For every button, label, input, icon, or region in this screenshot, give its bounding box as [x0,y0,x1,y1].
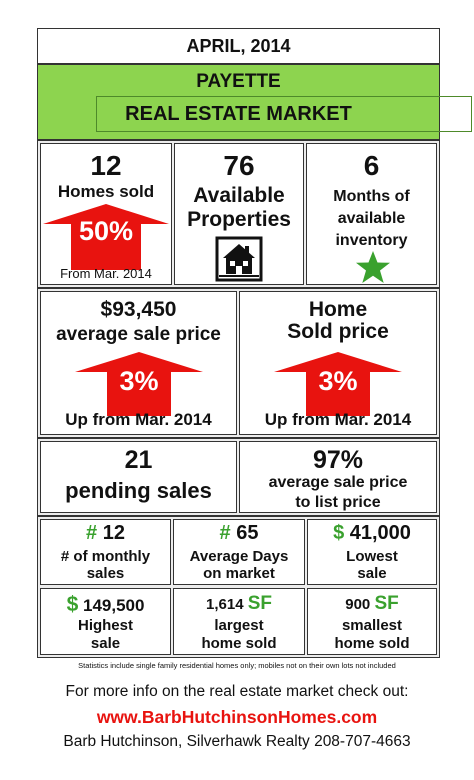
more-info-text: For more info on the real estate market … [65,683,409,700]
smallest-value-line: 900 SF [308,593,436,615]
days-value-line: # 65 [174,522,304,545]
highest-prefix: $ [66,593,79,616]
available-card: 76 Available Properties [174,143,304,285]
days-prefix: # [219,522,231,544]
days-value: 65 [236,522,259,544]
monthly-sales-prefix: # [86,522,98,544]
available-line2: Properties [187,208,291,231]
homes-sold-note: From Mar. 2014 [60,266,152,281]
largest-value-line: 1,614 SF [174,593,304,615]
date-box: APRIL, 2014 [37,28,440,64]
title-inner-box [96,96,472,132]
lowest-prefix: $ [333,522,345,544]
inventory-line1: Months of [333,188,410,205]
avg-price-note: Up from Mar. 2014 [65,410,212,429]
homes-sold-change: 50% [78,216,134,246]
up-arrow-icon: 3% [274,352,402,416]
sold-price-card: Home Sold price 3% Up from Mar. 2014 [239,291,437,435]
monthly-sales-line1: # of monthly [60,548,151,565]
inventory-card: 6 Months of available inventory [306,143,437,285]
inventory-line3: inventory [335,232,408,249]
smallest-value: 900 [345,596,371,613]
contact-info: Barb Hutchinson, Silverhawk Realty 208-7… [63,733,411,750]
largest-line1: largest [214,617,264,634]
highest-value-line: $ 149,500 [41,593,170,617]
pending-number: 21 [124,446,153,474]
ratio-line1: average sale price [268,474,408,491]
up-arrow-icon: 3% [75,352,203,416]
report-date: APRIL, 2014 [186,36,291,56]
avg-price-change: 3% [119,366,159,396]
available-line1: Available [193,184,285,207]
ratio-value: 97% [312,446,364,474]
avg-price-value: $93,450 [100,298,177,321]
lowest-line1: Lowest [346,548,398,565]
avg-price-label: average sale price [56,324,221,345]
homes-sold-number: 12 [90,150,122,181]
pending-label: pending sales [65,478,212,503]
homes-sold-label: Homes sold [57,182,155,201]
smallest-unit: SF [374,593,399,614]
title-banner: PAYETTE REAL ESTATE MARKET [37,64,472,140]
homes-sold-card: 12 Homes sold 50% From Mar. 2014 [40,143,172,285]
largest-line2: home sold [201,635,277,652]
days-on-market-card: # 65 Average Days on market [173,519,305,585]
disclaimer: Statistics include single family residen… [78,661,396,670]
largest-value: 1,614 [206,596,244,613]
sold-price-line1: Home [308,298,368,321]
ratio-card: 97% average sale price to list price [239,441,437,513]
lowest-value: 41,000 [349,522,411,544]
ratio-line2: to list price [295,494,381,511]
sold-price-change: 3% [318,366,358,396]
house-icon [215,236,263,282]
city-name: PAYETTE [196,71,281,92]
banner-title: REAL ESTATE MARKET [125,103,352,125]
smallest-line2: home sold [334,635,410,652]
highest-sale-card: $ 149,500 Highest sale [40,588,171,655]
smallest-home-card: 900 SF smallest home sold [307,588,437,655]
lowest-line2: sale [357,565,387,582]
monthly-sales-card: # 12 # of monthly sales [40,519,171,585]
highest-line2: sale [90,635,121,652]
days-line1: Average Days [189,548,289,565]
avg-price-card: $93,450 average sale price 3% Up from Ma… [40,291,237,435]
largest-home-card: 1,614 SF largest home sold [173,588,305,655]
highest-line1: Highest [77,617,133,634]
monthly-sales-value-line: # 12 [41,522,170,545]
pending-card: 21 pending sales [40,441,237,513]
monthly-sales-line2: sales [86,565,125,582]
lowest-value-line: $ 41,000 [308,522,436,545]
smallest-line1: smallest [341,617,403,634]
days-line2: on market [203,565,275,582]
highest-value: 149,500 [82,596,145,615]
monthly-sales-value: 12 [102,522,125,544]
sold-price-line2: Sold price [287,320,389,343]
largest-unit: SF [247,593,272,614]
available-number: 76 [223,150,255,181]
sold-price-note: Up from Mar. 2014 [264,410,412,429]
star-icon [355,250,391,284]
inventory-number: 6 [363,150,380,181]
lowest-sale-card: $ 41,000 Lowest sale [307,519,437,585]
up-arrow-icon: 50% [43,204,169,270]
inventory-line2: available [337,210,406,227]
website-link[interactable]: www.BarbHutchinsonHomes.com [96,707,378,727]
